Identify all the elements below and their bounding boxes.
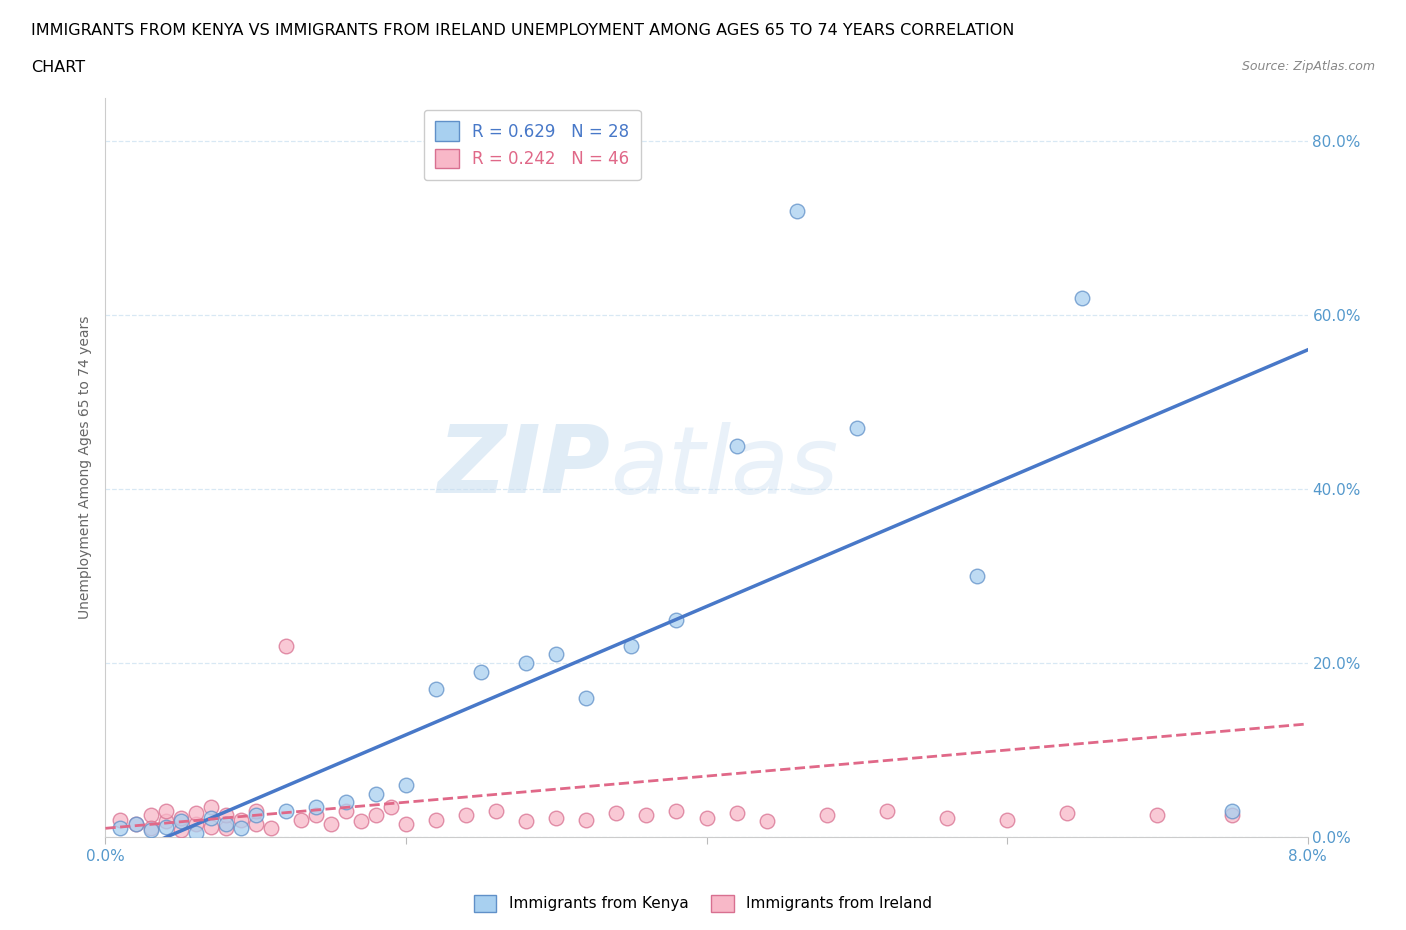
Point xyxy=(169,810,191,825)
Point xyxy=(184,825,207,840)
Legend: Immigrants from Kenya, Immigrants from Ireland: Immigrants from Kenya, Immigrants from I… xyxy=(467,889,939,918)
Point xyxy=(274,638,297,653)
Point xyxy=(546,647,568,662)
Point xyxy=(200,819,222,834)
Point xyxy=(515,656,537,671)
Point xyxy=(184,805,207,820)
Point xyxy=(124,817,146,831)
Point xyxy=(936,810,959,825)
Point xyxy=(1071,290,1094,305)
Point xyxy=(335,795,357,810)
Point xyxy=(515,814,537,829)
Point xyxy=(605,805,627,820)
Point xyxy=(1222,808,1244,823)
Point xyxy=(169,823,191,838)
Point xyxy=(380,799,402,814)
Point xyxy=(995,812,1018,827)
Point xyxy=(229,821,252,836)
Point xyxy=(155,804,177,818)
Point xyxy=(395,777,418,792)
Point xyxy=(200,799,222,814)
Point xyxy=(139,823,162,838)
Point xyxy=(364,786,387,801)
Point xyxy=(425,682,447,697)
Point xyxy=(395,817,418,831)
Point xyxy=(575,812,598,827)
Point xyxy=(245,817,267,831)
Point xyxy=(335,804,357,818)
Point xyxy=(124,817,146,831)
Point xyxy=(169,814,191,829)
Point xyxy=(966,568,988,583)
Point xyxy=(485,804,508,818)
Y-axis label: Unemployment Among Ages 65 to 74 years: Unemployment Among Ages 65 to 74 years xyxy=(79,315,93,619)
Point xyxy=(725,805,748,820)
Point xyxy=(876,804,898,818)
Point xyxy=(1146,808,1168,823)
Point xyxy=(665,804,688,818)
Point xyxy=(454,808,477,823)
Point xyxy=(319,817,342,831)
Point xyxy=(200,810,222,825)
Point xyxy=(350,814,373,829)
Legend: R = 0.629   N = 28, R = 0.242   N = 46: R = 0.629 N = 28, R = 0.242 N = 46 xyxy=(423,110,641,179)
Text: IMMIGRANTS FROM KENYA VS IMMIGRANTS FROM IRELAND UNEMPLOYMENT AMONG AGES 65 TO 7: IMMIGRANTS FROM KENYA VS IMMIGRANTS FROM… xyxy=(31,23,1014,38)
Point xyxy=(110,812,132,827)
Point xyxy=(636,808,658,823)
Point xyxy=(274,804,297,818)
Point xyxy=(155,814,177,829)
Point xyxy=(845,420,868,435)
Point xyxy=(184,817,207,831)
Point xyxy=(665,612,688,627)
Point xyxy=(155,819,177,834)
Point xyxy=(305,808,328,823)
Point xyxy=(139,821,162,836)
Point xyxy=(139,808,162,823)
Point xyxy=(305,799,328,814)
Point xyxy=(425,812,447,827)
Text: CHART: CHART xyxy=(31,60,84,75)
Point xyxy=(470,664,492,679)
Point xyxy=(620,638,643,653)
Point xyxy=(1056,805,1078,820)
Text: atlas: atlas xyxy=(610,422,838,512)
Point xyxy=(546,810,568,825)
Point xyxy=(110,821,132,836)
Point xyxy=(575,690,598,705)
Point xyxy=(245,804,267,818)
Point xyxy=(786,204,808,219)
Point xyxy=(696,810,718,825)
Point xyxy=(245,808,267,823)
Text: ZIP: ZIP xyxy=(437,421,610,513)
Point xyxy=(260,821,283,836)
Point xyxy=(229,812,252,827)
Text: Source: ZipAtlas.com: Source: ZipAtlas.com xyxy=(1241,60,1375,73)
Point xyxy=(725,438,748,453)
Point xyxy=(815,808,838,823)
Point xyxy=(214,817,236,831)
Point xyxy=(290,812,312,827)
Point xyxy=(755,814,778,829)
Point xyxy=(214,808,236,823)
Point xyxy=(364,808,387,823)
Point xyxy=(1222,804,1244,818)
Point xyxy=(214,821,236,836)
